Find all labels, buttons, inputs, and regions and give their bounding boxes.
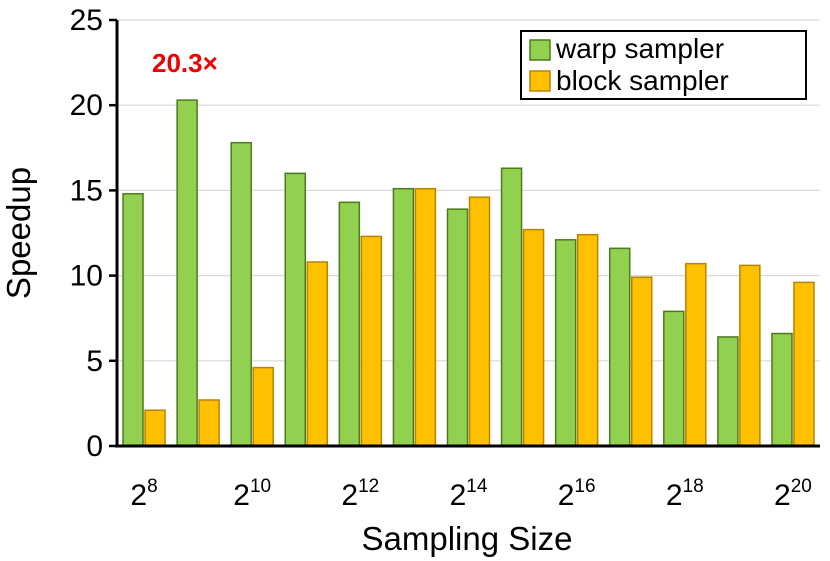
bar-block-sampler-2^12 — [360, 235, 383, 447]
bar-warp-sampler-2^15 — [500, 167, 523, 447]
y-tick-label-20: 20 — [70, 89, 103, 122]
x-tick-label-2-20: 220 — [774, 476, 812, 512]
peak-annotation: 20.3× — [152, 48, 218, 78]
bar-block-sampler-2^14 — [468, 196, 491, 447]
bar-block-sampler-2^9 — [198, 399, 220, 447]
bar-warp-sampler-2^13 — [392, 187, 415, 447]
y-tick-label-25: 25 — [70, 4, 103, 37]
x-tick-label-2-12: 212 — [341, 476, 379, 512]
bar-warp-sampler-2^20 — [771, 332, 793, 447]
x-axis-title: Sampling Size — [362, 520, 573, 557]
y-tick-labels: 0 5 10 15 20 25 — [70, 4, 117, 463]
bar-warp-sampler-2^17 — [608, 247, 631, 447]
legend-swatch-block-sampler — [529, 70, 551, 92]
bar-block-sampler-2^17 — [630, 276, 653, 447]
x-tick-labels: 28 210 212 214 216 218 220 — [130, 476, 811, 512]
bar-block-sampler-2^19 — [739, 264, 761, 447]
axes — [115, 20, 820, 448]
bar-block-sampler-2^20 — [793, 281, 815, 447]
bar-block-sampler-2^13 — [414, 187, 437, 447]
legend: warp sampler block sampler — [520, 30, 807, 100]
bar-warp-sampler-2^10 — [230, 141, 252, 447]
bar-warp-sampler-2^14 — [446, 208, 469, 447]
legend-swatch-warp-sampler — [529, 39, 551, 61]
bar-warp-sampler-2^11 — [284, 172, 307, 447]
bar-warp-sampler-2^16 — [554, 239, 577, 447]
bar-block-sampler-2^16 — [576, 233, 599, 447]
bar-block-sampler-2^10 — [252, 366, 274, 447]
x-tick-label-2-16: 216 — [558, 476, 596, 512]
y-tick-label-5: 5 — [86, 345, 103, 378]
bar-block-sampler-2^15 — [522, 228, 545, 447]
legend-box — [520, 30, 807, 100]
legend-label-warp-sampler: warp sampler — [555, 33, 724, 64]
bar-block-sampler-2^8 — [144, 409, 166, 447]
y-axis-title: Speedup — [0, 167, 37, 299]
bar-block-sampler-2^11 — [306, 261, 329, 447]
bar-block-sampler-2^18 — [685, 262, 707, 447]
y-tick-label-10: 10 — [70, 260, 103, 293]
bar-warp-sampler-2^18 — [663, 310, 685, 447]
x-tick-label-2-8: 28 — [130, 476, 157, 512]
legend-label-block-sampler: block sampler — [556, 65, 729, 96]
x-tick-label-2-10: 210 — [233, 476, 271, 512]
x-tick-label-2-14: 214 — [450, 476, 488, 512]
x-tick-label-2-18: 218 — [666, 476, 704, 512]
bar-warp-sampler-2^19 — [717, 336, 739, 447]
bar-warp-sampler-2^12 — [338, 201, 361, 447]
bar-warp-sampler-2^8 — [122, 193, 144, 447]
bar-warp-sampler-2^9 — [176, 99, 198, 447]
bars — [122, 99, 815, 447]
y-tick-label-0: 0 — [86, 430, 103, 463]
y-tick-label-15: 15 — [70, 174, 103, 207]
